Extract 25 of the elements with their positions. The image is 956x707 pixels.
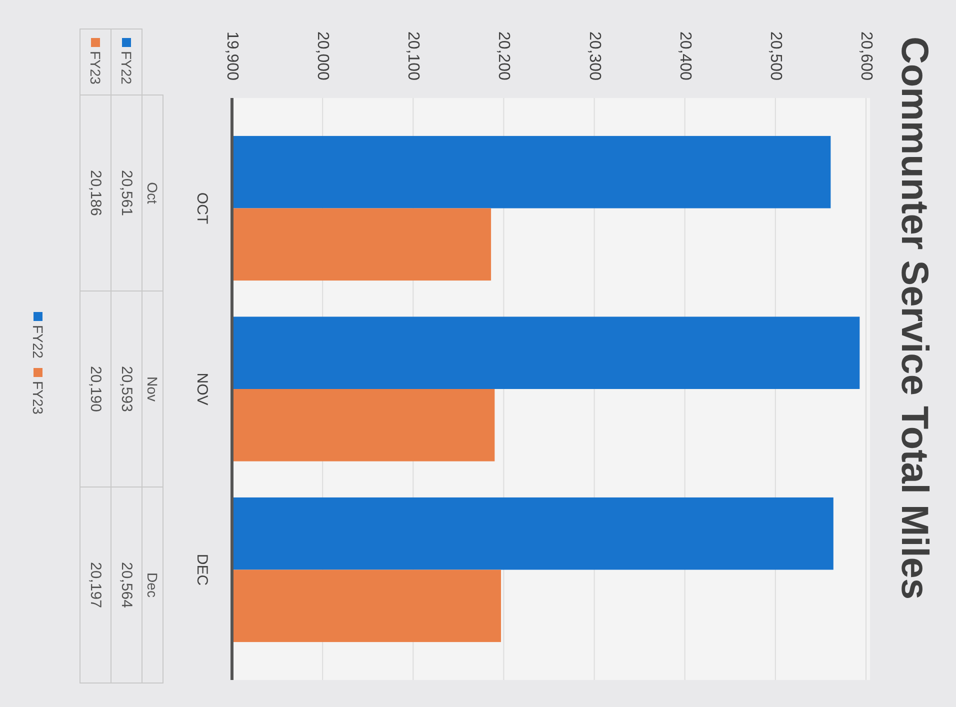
text: Oct (144, 182, 160, 204)
y-tick-label: NOV (194, 372, 210, 406)
text: Nov (144, 376, 160, 402)
data-label: 20,593 (118, 366, 135, 412)
legend-label: FY22 (118, 51, 134, 85)
data-label: 20,197 (87, 562, 104, 608)
text: Dec (144, 572, 160, 598)
data-label: 20,564 (118, 562, 135, 608)
data-label: 20,186 (87, 170, 104, 216)
x-tick-label: 20,000 (314, 32, 332, 81)
x-tick-label: 20,600 (858, 32, 874, 81)
y-tick-label: DEC (194, 554, 210, 586)
x-tick-label: 20,300 (586, 32, 603, 81)
x-tick-label: 20,100 (404, 32, 422, 81)
x-tick-label: 20,500 (766, 32, 784, 81)
x-tick-label: 20,400 (676, 32, 694, 81)
text: Communter Service Total Miles (893, 36, 935, 600)
x-tick-label: 19,900 (224, 32, 240, 81)
y-tick-label: OCT (194, 192, 210, 224)
text: FY23 (30, 381, 46, 414)
text: FY22 (30, 325, 46, 358)
legend-label: FY23 (88, 51, 104, 85)
data-label: 20,190 (87, 366, 104, 412)
x-tick-label: 20,200 (495, 32, 512, 81)
data-label: 20,561 (118, 170, 135, 216)
